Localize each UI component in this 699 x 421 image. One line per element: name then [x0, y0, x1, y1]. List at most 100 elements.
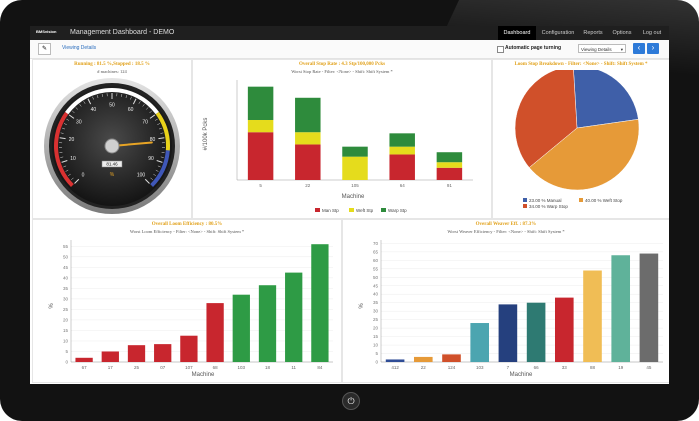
tab-dashboard[interactable]: Dashboard	[498, 26, 536, 40]
y-tick-label: 40	[373, 292, 379, 297]
auto-page-checkbox[interactable]	[497, 46, 504, 53]
bar[interactable]	[526, 302, 546, 362]
bar-warp-stp[interactable]	[389, 133, 415, 147]
weaver-eff-subtitle: Worst Weaver Efficiency - Filter: <None>…	[447, 229, 565, 234]
bar[interactable]	[498, 304, 518, 362]
bar-warp-stp[interactable]	[436, 152, 463, 163]
bar[interactable]	[180, 335, 198, 362]
viewing-details-link[interactable]: Viewing Details	[62, 45, 97, 51]
bar-man-stp[interactable]	[247, 132, 274, 180]
bar[interactable]	[311, 244, 329, 362]
loom-eff-ylabel: %	[49, 303, 55, 309]
x-tick-label: 22	[305, 183, 311, 188]
bar[interactable]	[232, 294, 250, 362]
pie-legend-swatch-weft	[579, 198, 583, 202]
loom-eff-title: Overall Loom Efficiency : 80.5%	[151, 222, 223, 227]
bar[interactable]	[611, 255, 631, 362]
x-tick-label: 25	[134, 365, 140, 370]
y-tick-label: 40	[63, 275, 69, 280]
chevron-down-icon: ▾	[620, 47, 623, 52]
y-tick-label: 10	[63, 338, 69, 343]
bar[interactable]	[470, 323, 490, 362]
y-tick-label: 50	[373, 275, 379, 280]
y-tick-label: 35	[63, 286, 69, 291]
gauge-band-2	[155, 111, 171, 151]
bar[interactable]	[385, 359, 405, 362]
gauge-tick	[155, 169, 159, 172]
speedometer-gauge: 0 10 20 30 40 50 60 70 80 90 100 % 81.46	[44, 78, 180, 214]
bar-weft-stp[interactable]	[342, 156, 368, 180]
viewing-select[interactable]: Viewing Details ▾	[578, 44, 626, 53]
toolbar: ✎ Viewing Details Automatic page turning…	[30, 40, 669, 59]
gauge-tick	[83, 101, 86, 104]
bar-man-stp[interactable]	[436, 167, 463, 180]
x-tick-label: 412	[391, 365, 399, 370]
weaver-efficiency-panel: Overall Weaver Eff. : 87.3% Worst Weaver…	[342, 219, 669, 383]
bar-man-stp[interactable]	[389, 154, 415, 180]
bar-warp-stp[interactable]	[247, 86, 274, 120]
bar[interactable]	[154, 344, 172, 362]
tab-configuration[interactable]: Configuration	[541, 30, 575, 36]
running-gauge-panel: Running : 81.5 %,Stopped : 18.5 % # mach…	[32, 59, 192, 219]
gauge-tick	[61, 160, 68, 163]
pie-legend-manual[interactable]: 23.00 % Manual	[529, 198, 562, 203]
y-tick-label: 0	[65, 360, 68, 365]
bar[interactable]	[442, 354, 461, 362]
edit-icon[interactable]: ✎	[38, 43, 51, 55]
y-tick-label: 25	[373, 317, 379, 322]
x-tick-label: 64	[400, 183, 406, 188]
bar[interactable]	[285, 272, 303, 362]
legend-man-stp[interactable]: Man Stp	[322, 208, 339, 213]
bar[interactable]	[127, 345, 146, 362]
gauge-band-3	[150, 150, 170, 188]
bar-warp-stp[interactable]	[295, 97, 321, 133]
y-tick-label: 5	[375, 351, 378, 356]
bar[interactable]	[75, 357, 93, 362]
x-tick-label: 103	[476, 365, 484, 370]
gauge-tick	[149, 114, 156, 119]
bar[interactable]	[258, 285, 277, 362]
gauge-value: 81.46	[106, 162, 118, 167]
y-tick-label: 20	[373, 326, 379, 331]
pie-slice[interactable]	[573, 70, 639, 129]
stop-rate-chart: #/100k Pcks Machine Man Stp Weft Stp War…	[203, 80, 473, 213]
power-icon[interactable]: ⏻	[342, 392, 360, 410]
x-tick-label: 91	[447, 183, 453, 188]
bar[interactable]	[413, 356, 433, 362]
gauge-tick	[149, 110, 152, 114]
bar[interactable]	[206, 303, 224, 362]
bar[interactable]	[554, 297, 574, 362]
bar[interactable]	[639, 253, 659, 362]
bar-warp-stp[interactable]	[342, 146, 368, 157]
bar-man-stp[interactable]	[295, 144, 321, 180]
gauge-value-box	[101, 160, 123, 168]
prev-page-button[interactable]: ‹	[633, 43, 645, 54]
gauge-tick	[142, 103, 145, 107]
bar-weft-stp[interactable]	[295, 132, 321, 145]
bar-weft-stp[interactable]	[436, 162, 463, 168]
x-tick-label: 68	[213, 365, 219, 370]
pie-slice[interactable]	[528, 119, 640, 191]
bar-weft-stp[interactable]	[389, 146, 415, 155]
gauge-tick	[156, 160, 163, 163]
pie-slice[interactable]	[514, 70, 578, 168]
gauge-tick	[125, 95, 128, 99]
weaver-eff-title: Overall Weaver Eff. : 87.3%	[475, 222, 537, 227]
bar-weft-stp[interactable]	[247, 120, 274, 133]
y-tick-label: 55	[373, 266, 379, 271]
next-page-button[interactable]: ›	[647, 43, 659, 54]
legend-swatch-man	[315, 208, 320, 212]
bar[interactable]	[101, 351, 119, 362]
stop-rate-title: Overall Stop Rate : 4.3 Stp/100,000 Pcks	[298, 62, 386, 67]
pie-legend-warp[interactable]: 34.00 % Warp Stop	[529, 204, 568, 209]
legend-weft-stp[interactable]: Weft Stp	[356, 208, 374, 213]
tab-logout[interactable]: Log out	[642, 30, 662, 36]
brand-logo: BMSvision	[36, 29, 57, 34]
tab-options[interactable]: Options	[612, 30, 632, 36]
pie-legend-weft[interactable]: 40.00 % Weft Stop	[585, 198, 623, 203]
bar[interactable]	[583, 270, 602, 363]
y-tick-label: 5	[65, 349, 68, 354]
tab-reports[interactable]: Reports	[583, 30, 603, 36]
legend-warp-stp[interactable]: Warp Stp	[388, 208, 407, 213]
